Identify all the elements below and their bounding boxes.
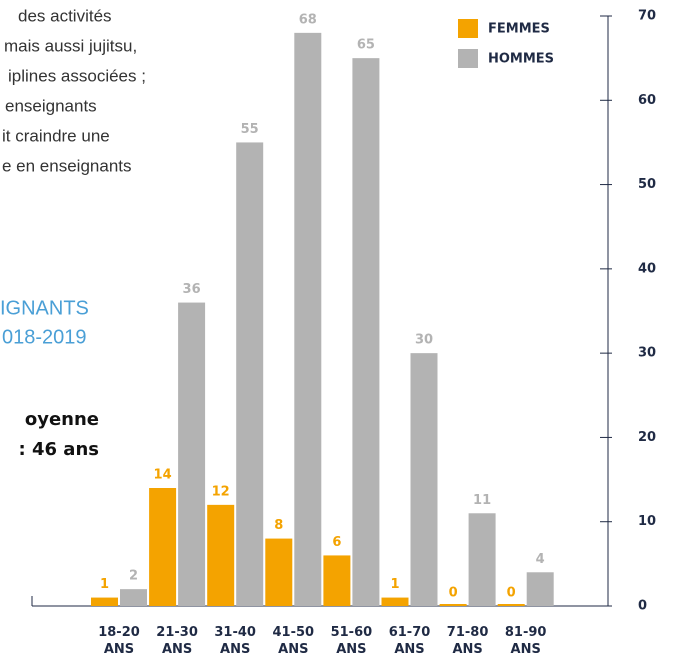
heading-line: 018-2019 (2, 326, 87, 348)
value-label: 4 (536, 552, 545, 567)
x-tick-label: 81-90 ANS (504, 625, 547, 657)
bar (497, 604, 525, 606)
value-label: 30 (415, 333, 433, 348)
paragraph-line: enseignants (5, 96, 97, 115)
bar (381, 597, 409, 606)
value-label: 1 (100, 577, 109, 592)
y-tick-label: 40 (638, 261, 656, 276)
value-label: 36 (183, 282, 201, 297)
x-tick-label: 51-60 ANS (330, 625, 373, 657)
bar (120, 589, 147, 606)
value-label: 11 (473, 493, 491, 508)
x-tick-label: 71-80 ANS (446, 625, 489, 657)
y-tick-label: 30 (638, 346, 656, 361)
y-tick-label: 70 (638, 9, 656, 24)
paragraph-line: e en enseignants (2, 156, 132, 175)
paragraph-line: it craindre une (2, 126, 110, 145)
bar (265, 538, 293, 606)
heading-line: IGNANTS (0, 297, 89, 319)
value-label: 68 (299, 12, 317, 27)
bar (91, 597, 118, 606)
value-label: 55 (241, 122, 259, 137)
average-line: : 46 ans (19, 439, 99, 460)
value-label: 12 (212, 484, 230, 499)
paragraph-line: mais aussi jujitsu, (4, 36, 137, 55)
legend-swatch (458, 49, 478, 68)
x-tick-label: 18-20 ANS (98, 625, 140, 657)
x-tick-label: 61-70 ANS (388, 625, 431, 657)
paragraph-line: des activités (18, 6, 112, 25)
bar (352, 58, 380, 606)
bar (323, 555, 351, 606)
x-tick-label: 41-50 ANS (272, 625, 315, 657)
value-label: 14 (154, 468, 172, 483)
bar (178, 302, 206, 606)
y-tick-label: 10 (638, 514, 656, 529)
bar (410, 353, 438, 606)
paragraph-line: iplines associées ; (8, 66, 146, 85)
value-label: 8 (274, 518, 283, 533)
legend-label: HOMMES (488, 52, 554, 67)
value-label: 65 (357, 38, 375, 53)
bar (149, 488, 177, 606)
x-tick-label: 21-30 ANS (156, 625, 198, 657)
bar (468, 513, 496, 606)
y-tick-label: 20 (638, 430, 656, 445)
legend-label: FEMMES (488, 22, 550, 37)
y-tick-label: 0 (638, 599, 647, 614)
legend-swatch (458, 19, 478, 38)
value-label: 0 (449, 586, 458, 601)
value-label: 0 (507, 586, 516, 601)
value-label: 1 (390, 577, 399, 592)
average-line: oyenne (25, 409, 99, 430)
value-label: 2 (129, 569, 138, 584)
bar (294, 32, 322, 607)
bar (526, 572, 554, 606)
bar (439, 604, 467, 606)
y-tick-label: 50 (638, 177, 656, 192)
value-label: 6 (332, 535, 341, 550)
y-tick-label: 60 (638, 93, 656, 108)
bar (207, 504, 235, 606)
x-tick-label: 31-40 ANS (214, 625, 256, 657)
bar (236, 142, 264, 606)
